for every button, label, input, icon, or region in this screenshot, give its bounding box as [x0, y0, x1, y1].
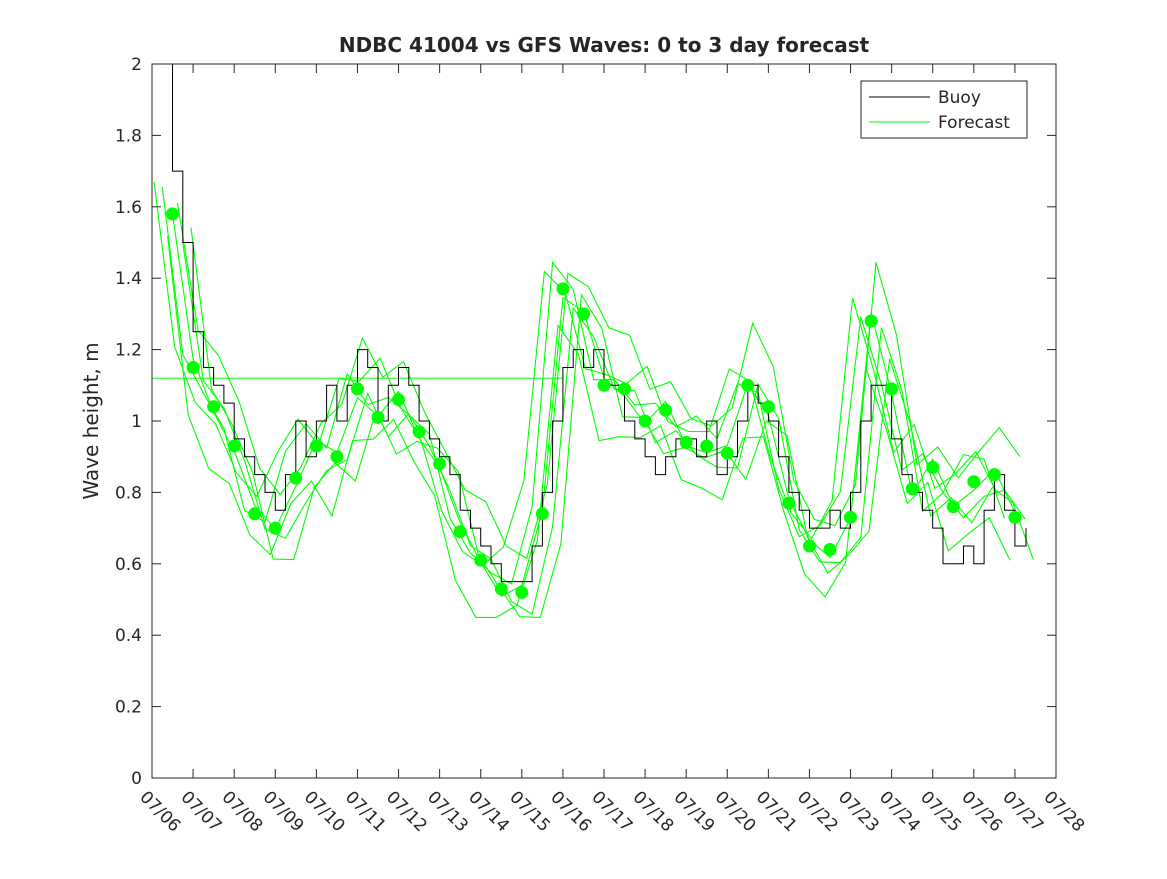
forecast-marker	[844, 510, 857, 524]
forecast-marker	[186, 361, 200, 374]
forecast-marker	[556, 282, 570, 296]
plot-area: 07/0607/0707/0807/0907/1007/1107/1207/13…	[115, 55, 1088, 836]
forecast-marker	[946, 500, 960, 514]
y-tick-label: 0.6	[115, 555, 142, 575]
forecast-marker	[494, 582, 508, 596]
legend-box	[860, 80, 1028, 139]
forecast-marker	[967, 475, 981, 489]
forecast-marker	[700, 439, 714, 453]
y-tick-label: 0.8	[115, 483, 142, 503]
forecast-marker	[885, 382, 899, 396]
forecast-marker	[1008, 510, 1022, 524]
legend: Buoy Forecast	[860, 80, 1028, 139]
y-tick-label: 1.2	[115, 341, 142, 361]
forecast-marker	[761, 400, 775, 414]
forecast-marker	[864, 314, 878, 328]
y-axis-ticks: 0 0.2 0.4 0.6 0.8 1 1.2 1.4 1.6 1.8 2	[115, 55, 1056, 789]
forecast-marker	[741, 378, 755, 392]
forecast-marker	[782, 496, 796, 510]
forecast-marker	[638, 414, 652, 428]
forecast-marker	[535, 507, 549, 521]
chart-title: NDBC 41004 vs GFS Waves: 0 to 3 day fore…	[339, 33, 870, 57]
forecast-markers	[166, 207, 1022, 599]
y-tick-label: 1	[131, 412, 142, 432]
forecast-marker	[597, 378, 611, 392]
y-tick-label: 0.2	[115, 698, 142, 718]
forecast-marker	[720, 446, 734, 460]
forecast-marker	[987, 468, 1001, 482]
forecast-marker	[905, 482, 919, 496]
forecast-marker	[823, 543, 837, 556]
forecast-marker	[803, 539, 816, 553]
y-tick-label: 0.4	[115, 626, 142, 646]
forecast-marker	[453, 525, 467, 539]
forecast-line	[167, 236, 1011, 618]
forecast-marker	[433, 457, 447, 471]
forecast-marker	[289, 471, 303, 485]
y-tick-label: 1.4	[115, 269, 142, 289]
legend-label-buoy: Buoy	[938, 88, 981, 108]
axes-background	[152, 64, 1056, 778]
forecast-line	[153, 181, 997, 567]
forecast-marker	[268, 521, 282, 535]
y-tick-label: 1.8	[115, 126, 142, 146]
y-tick-label: 1.6	[115, 198, 142, 218]
forecast-marker	[392, 393, 405, 407]
y-tick-label: 0	[131, 769, 142, 789]
forecast-line	[176, 203, 1021, 560]
forecast-marker	[659, 403, 673, 417]
forecast-marker	[412, 425, 426, 439]
legend-label-forecast: Forecast	[938, 113, 1010, 133]
forecast-marker	[207, 400, 221, 414]
forecast-marker	[351, 382, 364, 396]
forecast-marker	[926, 460, 940, 474]
forecast-marker	[227, 439, 241, 453]
forecast-line	[190, 227, 1034, 618]
forecast-marker	[248, 507, 262, 521]
forecast-marker	[371, 410, 385, 424]
y-axis-label: Wave height, m	[79, 342, 103, 499]
forecast-marker	[618, 382, 631, 396]
forecast-marker	[309, 439, 323, 453]
forecast-marker	[577, 307, 590, 321]
forecast-marker	[515, 585, 529, 599]
forecast-marker	[679, 435, 693, 449]
forecast-marker	[166, 207, 179, 221]
forecast-marker	[330, 450, 344, 464]
forecast-line	[161, 186, 1006, 585]
forecast-marker	[474, 553, 488, 567]
y-tick-label: 2	[131, 55, 142, 75]
